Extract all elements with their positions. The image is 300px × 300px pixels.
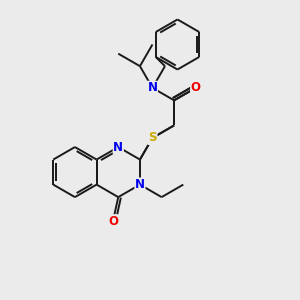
Text: N: N xyxy=(135,178,145,191)
Text: S: S xyxy=(148,131,157,144)
Text: N: N xyxy=(148,81,158,94)
Text: O: O xyxy=(191,81,201,94)
Text: O: O xyxy=(191,81,201,94)
Text: N: N xyxy=(113,141,123,154)
Text: O: O xyxy=(108,215,118,228)
Text: S: S xyxy=(148,131,157,144)
